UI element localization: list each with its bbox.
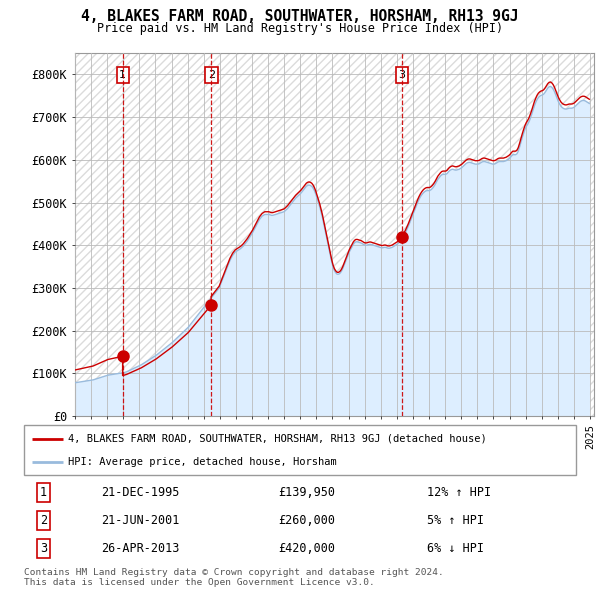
Text: 2: 2 xyxy=(208,70,215,80)
FancyBboxPatch shape xyxy=(24,425,576,475)
Text: £420,000: £420,000 xyxy=(278,542,335,555)
Text: 1: 1 xyxy=(40,486,47,499)
Text: 5% ↑ HPI: 5% ↑ HPI xyxy=(427,514,484,527)
Text: Contains HM Land Registry data © Crown copyright and database right 2024.
This d: Contains HM Land Registry data © Crown c… xyxy=(24,568,444,587)
Text: £139,950: £139,950 xyxy=(278,486,335,499)
Text: HPI: Average price, detached house, Horsham: HPI: Average price, detached house, Hors… xyxy=(68,457,337,467)
Text: 2: 2 xyxy=(40,514,47,527)
Text: 12% ↑ HPI: 12% ↑ HPI xyxy=(427,486,491,499)
Text: 3: 3 xyxy=(398,70,406,80)
Text: 4, BLAKES FARM ROAD, SOUTHWATER, HORSHAM, RH13 9GJ (detached house): 4, BLAKES FARM ROAD, SOUTHWATER, HORSHAM… xyxy=(68,434,487,444)
Text: 21-DEC-1995: 21-DEC-1995 xyxy=(101,486,179,499)
Text: 21-JUN-2001: 21-JUN-2001 xyxy=(101,514,179,527)
Text: Price paid vs. HM Land Registry's House Price Index (HPI): Price paid vs. HM Land Registry's House … xyxy=(97,22,503,35)
Text: 3: 3 xyxy=(40,542,47,555)
Text: 1: 1 xyxy=(119,70,126,80)
Text: 4, BLAKES FARM ROAD, SOUTHWATER, HORSHAM, RH13 9GJ: 4, BLAKES FARM ROAD, SOUTHWATER, HORSHAM… xyxy=(81,9,519,24)
Text: 26-APR-2013: 26-APR-2013 xyxy=(101,542,179,555)
Text: £260,000: £260,000 xyxy=(278,514,335,527)
Text: 6% ↓ HPI: 6% ↓ HPI xyxy=(427,542,484,555)
